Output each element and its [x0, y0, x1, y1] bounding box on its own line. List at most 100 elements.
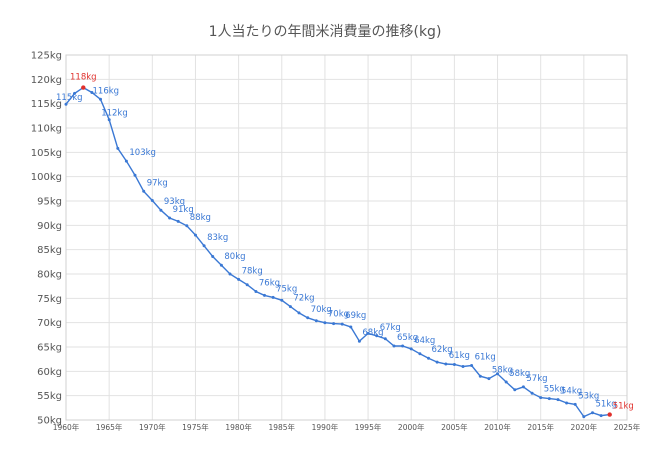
data-point	[513, 388, 517, 392]
y-tick-label: 115kg	[31, 99, 62, 110]
x-tick-label: 2005年	[441, 422, 468, 432]
data-point	[211, 255, 215, 258]
data-label: 58kg	[492, 366, 513, 376]
data-label: 78kg	[242, 266, 263, 276]
data-label: 83kg	[207, 233, 228, 243]
data-label: 75kg	[276, 284, 297, 294]
data-point	[504, 380, 508, 384]
y-tick-label: 70kg	[37, 318, 62, 329]
data-point	[565, 401, 569, 405]
series-layer	[64, 85, 612, 419]
data-label: 97kg	[147, 178, 168, 188]
data-point	[487, 377, 491, 381]
data-label: 51kg	[613, 402, 634, 412]
x-tick-label: 1980年	[225, 422, 252, 432]
data-point	[314, 319, 318, 323]
data-point	[573, 402, 577, 406]
x-tick-label: 2010年	[484, 422, 511, 432]
y-tick-label: 60kg	[37, 367, 62, 378]
data-label: 103kg	[129, 148, 156, 158]
y-tick-label: 50kg	[37, 416, 62, 427]
data-label: 72kg	[293, 294, 314, 304]
data-point	[185, 224, 189, 228]
data-point	[418, 352, 422, 356]
data-label: 68kg	[362, 328, 383, 338]
data-point	[366, 331, 370, 335]
data-point	[383, 337, 387, 341]
x-tick-label: 2000年	[398, 422, 425, 432]
x-tick-label: 1990年	[312, 422, 339, 432]
x-tick-label: 1960年	[53, 422, 80, 432]
x-tick-label: 1985年	[268, 422, 295, 432]
data-label: 57kg	[526, 374, 547, 384]
data-point	[530, 391, 534, 395]
grid-lines	[65, 54, 628, 421]
data-point	[237, 277, 241, 281]
data-label: 70kg	[311, 305, 332, 315]
data-point	[599, 414, 603, 418]
data-label: 93kg	[164, 197, 185, 207]
x-tick-label: 1975年	[182, 422, 209, 432]
data-label: 65kg	[397, 333, 418, 343]
data-label: 91kg	[173, 205, 194, 215]
data-label: 53kg	[578, 391, 599, 401]
data-point	[150, 199, 154, 202]
data-point	[219, 263, 223, 267]
data-point	[99, 97, 102, 101]
data-point	[142, 189, 146, 193]
data-point	[539, 396, 543, 400]
data-point	[357, 339, 361, 343]
data-label: 88kg	[190, 213, 211, 223]
y-tick-label: 65kg	[37, 343, 62, 354]
data-point	[271, 295, 275, 299]
data-point	[168, 216, 172, 220]
data-point	[427, 356, 430, 360]
data-point	[297, 311, 301, 315]
y-tick-label: 55kg	[37, 391, 62, 402]
data-label: 116kg	[93, 86, 120, 96]
y-tick-label: 110kg	[31, 124, 62, 135]
data-label: 115kg	[56, 93, 83, 103]
data-label: 76kg	[259, 279, 280, 289]
data-point	[349, 325, 353, 329]
data-point	[452, 363, 456, 366]
data-label: 61kg	[449, 351, 470, 361]
y-tick-label: 125kg	[31, 51, 62, 62]
data-point	[332, 322, 336, 326]
data-label: 51kg	[596, 400, 617, 410]
data-point	[73, 91, 77, 95]
data-point	[547, 397, 551, 401]
series-line	[65, 86, 610, 418]
data-point	[288, 305, 292, 309]
data-point	[591, 411, 594, 415]
y-tick-label: 90kg	[37, 221, 62, 232]
data-point	[133, 173, 137, 177]
data-label: 55kg	[544, 385, 565, 395]
y-axis: 50kg 55kg 60kg 65kg 70kg 75kg 80kg 85kg 90kg 95kg…	[31, 51, 62, 427]
data-point	[90, 91, 94, 94]
data-label: 62kg	[432, 345, 453, 355]
plot-frame	[65, 54, 628, 421]
y-tick-label: 80kg	[37, 270, 62, 281]
data-point	[478, 374, 482, 378]
x-axis: 1960年 1965年 1970年 1975年 1980年 1985年 1990年 1995年…	[53, 422, 641, 432]
data-point	[409, 347, 413, 351]
y-tick-label: 95kg	[37, 197, 62, 208]
data-point	[521, 385, 525, 389]
data-point	[124, 159, 128, 163]
data-point	[375, 334, 379, 338]
data-label: 64kg	[414, 336, 435, 346]
data-point	[461, 365, 465, 368]
data-point	[306, 316, 310, 320]
data-label: 80kg	[224, 252, 245, 262]
data-label: 112kg	[101, 109, 128, 119]
data-label: 67kg	[380, 323, 401, 333]
x-tick-label: 1965年	[96, 422, 123, 432]
data-point	[470, 364, 474, 367]
data-label: 118kg	[70, 73, 97, 83]
data-point	[176, 219, 180, 223]
data-point	[435, 360, 439, 364]
data-point	[245, 283, 249, 287]
data-label-layer: 115kg 118kg 116kg 112kg 103kg 97kg 93kg91kg88k…	[56, 73, 634, 412]
y-tick-label: 120kg	[31, 75, 62, 86]
